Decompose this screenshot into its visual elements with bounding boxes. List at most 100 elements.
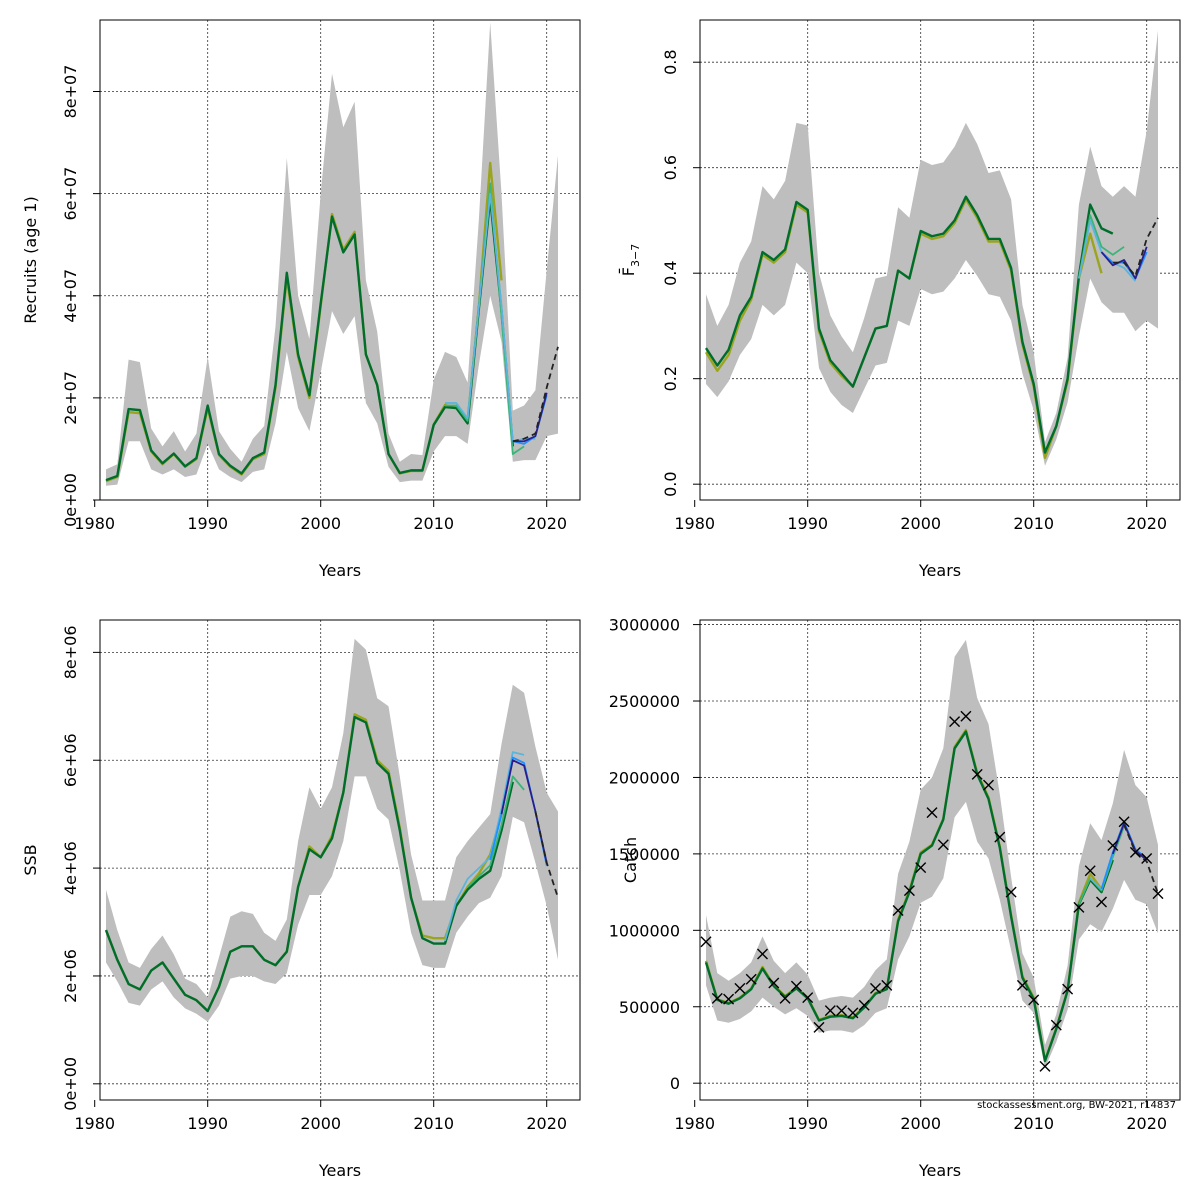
observed-marker: [779, 992, 791, 1004]
series-line-7: [512, 346, 559, 443]
y-tick-label: 0.0: [661, 471, 680, 496]
observed-marker: [1062, 983, 1074, 995]
series-line-2: [704, 730, 1114, 1063]
confidence-band: [706, 639, 1158, 1068]
plot-area: [105, 22, 559, 486]
y-tick-label: 3000000: [609, 616, 680, 635]
series-line-7: [534, 811, 559, 899]
observed-marker: [836, 1005, 848, 1017]
series-line-7: [1123, 824, 1159, 894]
y-tick-label: 8e+06: [61, 625, 80, 679]
observed-marker: [723, 993, 735, 1005]
observed-marker: [1005, 886, 1017, 898]
y-tick-label: 4e+06: [61, 841, 80, 895]
y-tick-label: 0e+00: [61, 473, 80, 527]
x-tick-label: 1980: [674, 1114, 715, 1133]
y-tick-label: 2000000: [609, 768, 680, 787]
observed-marker: [1141, 852, 1153, 864]
footer-credit: stockassessment.org, BW-2021, r14837: [977, 1100, 1176, 1111]
observed-marker: [1107, 839, 1119, 851]
observed-marker: [960, 710, 972, 722]
y-tick-label: 0.8: [661, 49, 680, 74]
x-tick-label: 2000: [900, 514, 941, 533]
observed-marker: [983, 779, 994, 791]
y-tick-label: 0e+00: [61, 1057, 80, 1111]
observed-marker: [824, 1005, 836, 1017]
observed-marker: [757, 948, 768, 960]
series-line-2: [105, 197, 514, 482]
x-tick-label: 2000: [300, 514, 341, 533]
y-tick-label: 0: [670, 1074, 680, 1093]
observed-marker: [903, 885, 915, 897]
observed-marker: [1096, 896, 1107, 908]
series-line-6: [512, 392, 548, 443]
plot-frame: [99, 19, 581, 501]
x-tick-label: 2020: [526, 514, 567, 533]
observed-marker: [813, 1021, 825, 1033]
plot-area: [104, 638, 559, 1022]
y-tick-label: 0.2: [661, 366, 680, 391]
confidence-band: [706, 30, 1158, 466]
plot-area: [700, 639, 1164, 1072]
observed-marker: [1152, 888, 1164, 900]
x-tick-label: 2000: [300, 1114, 341, 1133]
observed-marker: [790, 980, 802, 992]
y-axis-label: Recruits (age 1): [21, 196, 40, 323]
observed-marker: [711, 992, 723, 1004]
x-axis-label: Years: [918, 1161, 961, 1180]
chart-panel-2: 1980 1990 2000 2010 2020 0.0 0.2 0.4 0.6 0.8 Years…: [619, 19, 1181, 580]
series-line-2: [104, 715, 514, 1013]
x-tick-label: 2000: [900, 1114, 941, 1133]
observed-marker: [1028, 994, 1040, 1006]
observed-marker: [847, 1007, 859, 1019]
observed-marker: [700, 936, 712, 948]
y-axis-label: SSB: [21, 844, 40, 875]
observed-marker: [915, 862, 927, 874]
series-line-7: [1112, 217, 1159, 277]
y-tick-label: 500000: [619, 998, 680, 1017]
observed-marker: [1050, 1019, 1062, 1031]
x-axis-label: Years: [318, 1161, 361, 1180]
x-tick-label: 2010: [1013, 514, 1054, 533]
x-axis-label: Years: [918, 561, 961, 580]
y-tick-label: 1500000: [609, 845, 680, 864]
series-line-6: [500, 759, 548, 863]
observed-marker: [1129, 846, 1141, 858]
observed-marker: [892, 904, 904, 916]
observed-marker: [971, 768, 983, 780]
series-line-2: [704, 195, 1114, 454]
y-tick-label: 8e+07: [61, 65, 80, 119]
chart-panel-3: 1980 1990 2000 2010 2020 0e+00 2e+06 4e+06 6e+06…: [21, 619, 581, 1180]
observed-marker: [937, 839, 949, 851]
x-tick-label: 2010: [413, 1114, 454, 1133]
observed-marker: [870, 982, 881, 994]
confidence-band: [106, 638, 558, 1022]
y-tick-label: 4e+07: [61, 269, 80, 323]
y-tick-label: 0.6: [661, 155, 680, 180]
y-tick-label: 1000000: [609, 921, 680, 940]
observed-marker: [1084, 865, 1096, 877]
x-tick-label: 2020: [1126, 1114, 1167, 1133]
x-tick-label: 1980: [74, 514, 115, 533]
chart-panel-1: 1980 1990 2000 2010 2020 0e+00 2e+07 4e+07 6e+07…: [21, 19, 581, 580]
series-line-4: [445, 192, 536, 443]
observed-marker: [734, 982, 746, 994]
series-line-6: [1100, 246, 1148, 280]
x-tick-label: 1980: [74, 1114, 115, 1133]
observed-marker: [881, 979, 893, 991]
observed-marker: [994, 831, 1006, 843]
plot-area: [704, 30, 1159, 466]
x-tick-label: 1990: [787, 514, 828, 533]
observed-marker: [858, 999, 870, 1011]
x-tick-label: 2020: [1126, 514, 1167, 533]
x-axis-label: Years: [318, 561, 361, 580]
y-tick-label: 2500000: [609, 692, 680, 711]
observed-marker: [1073, 901, 1085, 913]
series-line-3: [466, 775, 525, 888]
x-tick-label: 1980: [674, 514, 715, 533]
x-tick-label: 1990: [787, 1114, 828, 1133]
observed-marker: [768, 977, 780, 989]
plot-frame: [99, 619, 581, 1101]
observed-marker: [1039, 1060, 1051, 1072]
